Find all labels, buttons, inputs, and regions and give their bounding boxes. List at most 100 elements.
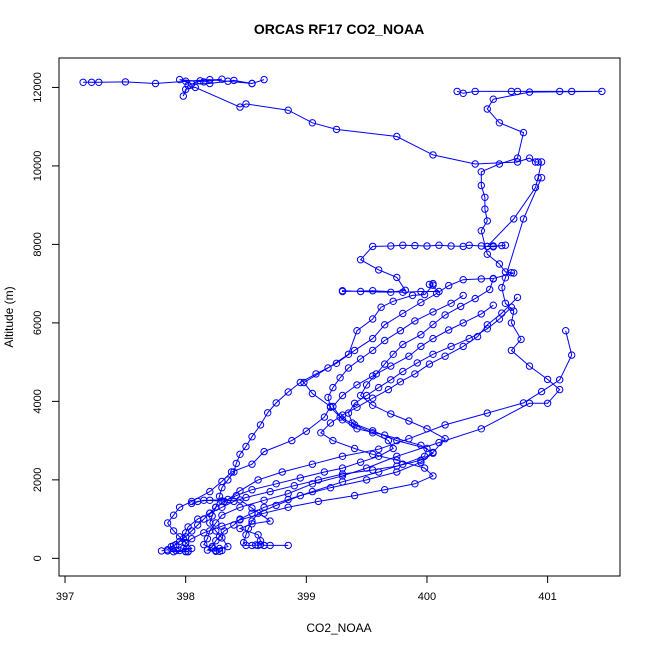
data-point: [175, 503, 184, 511]
data-point: [501, 274, 510, 282]
x-tick-label: 400: [418, 591, 436, 603]
data-point: [332, 359, 341, 367]
data-point: [501, 299, 510, 307]
y-axis: 0 2000 4000 6000 8000 10000 12000: [32, 72, 59, 561]
data-point: [326, 419, 335, 427]
data-point: [543, 399, 552, 407]
data-point: [411, 370, 419, 378]
data-point: [401, 286, 409, 294]
data-point: [350, 421, 359, 429]
data-point: [399, 309, 407, 318]
data-point: [302, 427, 310, 435]
data-point: [375, 445, 383, 453]
data-point: [477, 168, 485, 176]
data-point: [87, 78, 96, 87]
data-point: [489, 95, 497, 103]
data-point: [429, 320, 437, 329]
data-point: [329, 383, 337, 392]
data-point: [543, 375, 552, 384]
series-line: [161, 294, 464, 552]
data-point: [513, 87, 522, 96]
data-point: [411, 480, 419, 488]
data-point: [260, 447, 268, 456]
data-point: [260, 75, 268, 84]
data-point: [489, 275, 497, 283]
data-point: [471, 87, 479, 96]
data-point: [389, 297, 397, 305]
data-point: [175, 537, 184, 546]
data-point: [375, 468, 383, 476]
data-point: [375, 452, 383, 460]
data-point: [362, 476, 371, 484]
data-point: [393, 452, 401, 460]
data-point: [501, 241, 510, 249]
data-point: [296, 491, 304, 500]
data-point: [534, 158, 542, 166]
data-point: [353, 327, 361, 335]
data-point: [445, 326, 453, 334]
data-point: [272, 480, 280, 488]
data-point: [384, 436, 393, 445]
data-point: [344, 364, 353, 372]
data-point: [324, 393, 332, 402]
data-point: [519, 215, 528, 223]
data-point: [248, 460, 256, 468]
data-point: [314, 476, 323, 484]
data-point: [350, 491, 359, 500]
data-point: [481, 193, 489, 202]
data-point: [242, 442, 250, 451]
data-point: [264, 409, 272, 417]
data-point: [425, 280, 434, 289]
data-point: [556, 376, 564, 384]
data-point: [248, 79, 256, 88]
series-5: [239, 301, 497, 550]
data-point: [326, 484, 335, 492]
data-point: [525, 88, 534, 96]
data-point: [447, 242, 455, 250]
data-point: [387, 242, 395, 250]
data-point: [459, 342, 467, 351]
data-point: [477, 275, 485, 283]
data-point: [212, 547, 220, 555]
data-point: [224, 542, 232, 551]
y-tick-label: 10000: [32, 151, 44, 182]
data-point: [483, 217, 491, 225]
data-point: [453, 87, 461, 96]
data-point: [510, 307, 518, 315]
data-point: [510, 269, 518, 277]
data-point: [338, 452, 347, 460]
data-point: [369, 394, 377, 402]
data-point: [356, 458, 365, 466]
data-point: [200, 529, 208, 537]
data-point: [423, 444, 431, 453]
data-point: [329, 436, 337, 445]
data-point: [369, 372, 377, 380]
data-point: [284, 503, 292, 511]
y-tick-label: 12000: [32, 72, 44, 103]
data-point: [447, 342, 455, 351]
data-point: [212, 537, 220, 545]
data-point: [336, 374, 344, 382]
data-point: [372, 370, 380, 378]
data-point: [266, 487, 274, 496]
data-point: [435, 287, 443, 296]
data-point: [393, 273, 401, 282]
y-tick-label: 8000: [32, 232, 44, 256]
data-point: [420, 464, 429, 472]
data-point: [399, 340, 407, 349]
data-point: [169, 527, 178, 535]
x-axis-label: CO2_NOAA: [306, 621, 371, 635]
data-point: [417, 342, 425, 351]
data-point: [220, 497, 229, 506]
data-point: [387, 376, 395, 384]
data-point: [353, 381, 361, 389]
data-point: [350, 399, 359, 407]
data-point: [308, 460, 317, 468]
data-point: [513, 154, 522, 162]
data-point: [525, 362, 534, 370]
data-point: [157, 547, 166, 555]
data-point: [356, 256, 365, 264]
data-point: [260, 541, 268, 550]
data-point: [218, 484, 226, 492]
data-point: [417, 331, 425, 339]
